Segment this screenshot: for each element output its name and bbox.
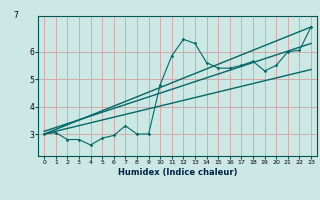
- X-axis label: Humidex (Indice chaleur): Humidex (Indice chaleur): [118, 168, 237, 177]
- Text: 7: 7: [13, 11, 18, 21]
